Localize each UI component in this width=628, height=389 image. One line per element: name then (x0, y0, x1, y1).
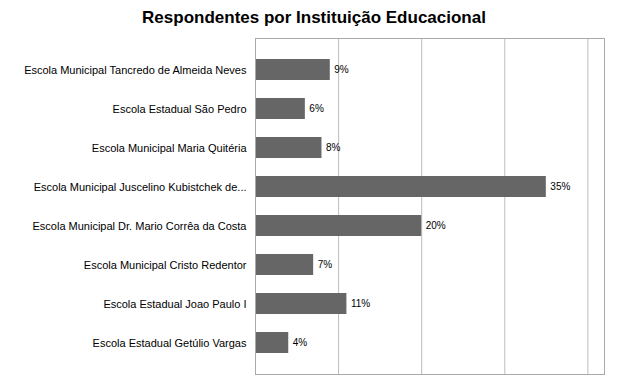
html-text:Respondentes por Instituição E: Respondentes por Instituição Educacional (142, 8, 486, 27)
svg-text:Escola Municipal Dr. Mario Cor: Escola Municipal Dr. Mario Corrêa da Cos… (33, 220, 248, 232)
svg-text:20%: 20% (426, 220, 446, 231)
svg-text:Escola Municipal Cristo Redent: Escola Municipal Cristo Redentor (84, 259, 247, 271)
svg-text:Escola Municipal Juscelino Kub: Escola Municipal Juscelino Kubistchek de… (34, 181, 247, 193)
svg-text:Escola Municipal Maria Quitéri: Escola Municipal Maria Quitéria (92, 142, 248, 154)
svg-text:6%: 6% (309, 103, 324, 114)
svg-text:9%: 9% (334, 64, 349, 75)
svg-text:35%: 35% (550, 181, 570, 192)
svg-text:11%: 11% (351, 298, 370, 309)
svg-text:Escola Estadual Joao Paulo I: Escola Estadual Joao Paulo I (103, 298, 246, 310)
svg-text:8%: 8% (326, 142, 341, 153)
svg-text:Escola Estadual São Pedro: Escola Estadual São Pedro (113, 103, 247, 115)
svg-text:4%: 4% (293, 337, 308, 348)
svg-text:Escola Municipal Tancredo de A: Escola Municipal Tancredo de Almeida Nev… (24, 64, 247, 76)
svg-text:Escola Estadual Getúlio Vargas: Escola Estadual Getúlio Vargas (93, 337, 247, 349)
svg-text:7%: 7% (318, 259, 333, 270)
